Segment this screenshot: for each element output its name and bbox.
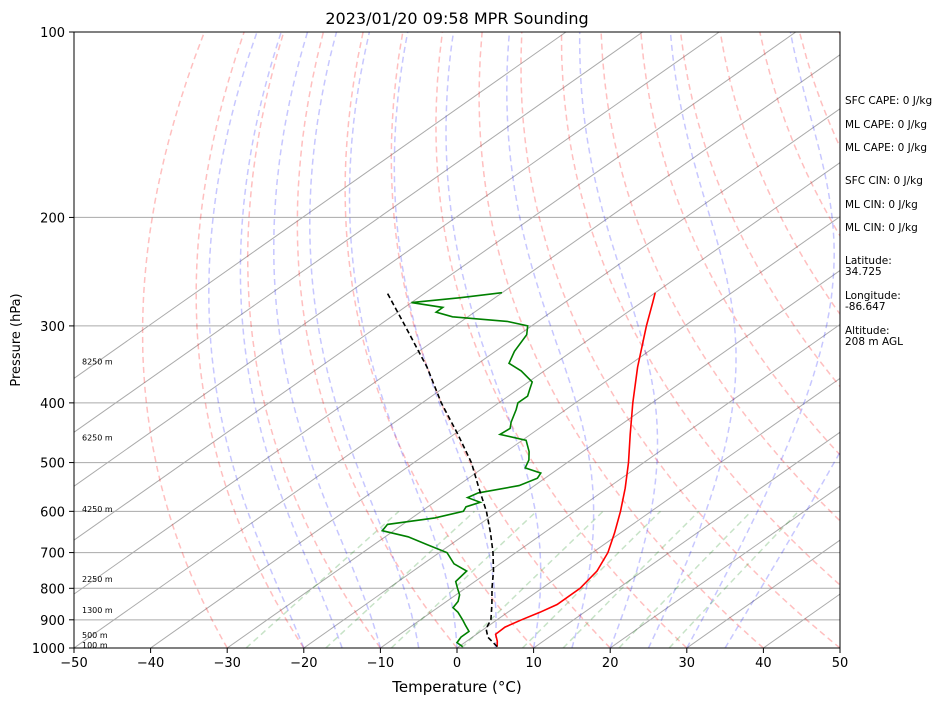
mixing-ratio-line	[245, 510, 400, 648]
moist-adiabat-line	[208, 32, 305, 648]
dry-adiabat-line	[195, 32, 305, 648]
isotherm-line	[380, 323, 840, 648]
side-text-line: ML CIN: 0 J/kg	[845, 199, 918, 211]
dry-adiabat-line	[600, 32, 840, 522]
moist-adiabat-line	[647, 32, 737, 648]
moist-adiabat-line	[578, 32, 659, 648]
y-tick-label: 300	[40, 320, 65, 335]
isotherm-line	[303, 269, 840, 648]
height-label: 500 m	[82, 631, 108, 640]
side-text-line: SFC CIN: 0 J/kg	[845, 175, 923, 187]
x-tick-label: −30	[213, 656, 240, 671]
dry-adiabat-line	[141, 32, 228, 648]
x-tick-label: 10	[525, 656, 542, 671]
height-label: 6250 m	[82, 433, 113, 442]
plot-frame	[73, 31, 841, 649]
axis-ticks: −50 −40 −30 −20 −10 0 10 20 30 40 50 1000 900 800 700 6…	[32, 26, 848, 671]
mixing-ratio-line	[390, 510, 538, 648]
moist-adiabat-line	[393, 32, 497, 648]
y-tick-label: 600	[40, 505, 65, 520]
x-axis-label: Temperature (°C)	[391, 678, 521, 696]
isotherm-line	[150, 162, 840, 648]
parcel-path	[386, 292, 498, 648]
dry-adiabat-line	[296, 32, 458, 648]
y-tick-label: 400	[40, 397, 65, 412]
x-tick-label: −40	[137, 656, 164, 671]
moist-adiabat-line	[348, 32, 458, 648]
dry-adiabat-line	[390, 32, 611, 648]
height-label: 100 m	[82, 641, 108, 650]
isotherm-line	[533, 431, 840, 648]
isotherm-line	[74, 32, 643, 433]
moist-adiabat-line	[309, 32, 420, 648]
height-label: 4250 m	[82, 505, 113, 514]
side-text-line: Latitude:	[845, 255, 892, 267]
dry-adiabat-line	[640, 32, 840, 457]
dry-adiabat-line	[435, 32, 688, 648]
y-tick-label: 500	[40, 457, 65, 472]
x-tick-label: 30	[679, 656, 696, 671]
side-text-line: ML CIN: 0 J/kg	[845, 222, 918, 234]
isotherm-line	[74, 32, 797, 541]
moist-adiabat-line	[445, 32, 542, 648]
dry-adiabat-line	[478, 32, 764, 648]
side-text-line: Altitude:	[845, 325, 890, 337]
height-label: 1300 m	[82, 606, 113, 615]
y-tick-label: 100	[40, 26, 65, 41]
parameter-panel: SFC CAPE: 0 J/kg ML CAPE: 0 J/kg ML CAPE: …	[845, 95, 932, 348]
height-label: 2250 m	[82, 575, 113, 584]
x-tick-label: 50	[832, 656, 849, 671]
side-text-line: ML CAPE: 0 J/kg	[845, 142, 927, 154]
mixing-ratio-line	[521, 510, 662, 648]
y-tick-label: 900	[40, 614, 65, 629]
mixing-ratio-line	[668, 510, 800, 648]
isotherm-line	[686, 539, 840, 648]
side-text-line: 34.725	[845, 266, 882, 278]
dewpoint-profile	[380, 291, 543, 648]
chart-title: 2023/01/20 09:58 MPR Sounding	[325, 9, 588, 28]
x-tick-label: 40	[755, 656, 772, 671]
moist-adiabat-line	[239, 32, 343, 648]
y-tick-label: 800	[40, 582, 65, 597]
x-tick-label: −50	[60, 656, 87, 671]
isotherm-line	[74, 54, 840, 595]
x-tick-label: −10	[367, 656, 394, 671]
side-text-line: 208 m AGL	[845, 336, 903, 348]
temperature-profile	[494, 292, 656, 647]
y-axis-label: Pressure (hPa)	[9, 293, 24, 386]
isotherm-line	[74, 108, 840, 648]
isotherm-line	[226, 215, 840, 648]
mixing-ratio-line	[562, 510, 700, 648]
isotherm-line	[74, 32, 720, 487]
height-label: 8250 m	[82, 358, 113, 367]
mixing-ratio-line	[325, 510, 476, 648]
dry-adiabat-line	[246, 32, 382, 648]
x-tick-label: 20	[602, 656, 619, 671]
mixing-ratio-line	[461, 510, 604, 648]
side-text-line: ML CAPE: 0 J/kg	[845, 119, 927, 131]
side-text-line: -86.647	[845, 301, 886, 313]
mixing-ratio-line	[618, 510, 752, 648]
side-text-line: SFC CAPE: 0 J/kg	[845, 95, 932, 107]
isotherm-line	[609, 485, 840, 648]
dry-adiabat-line	[520, 32, 840, 648]
moist-adiabat-line	[724, 450, 840, 648]
sounding-traces	[380, 291, 656, 648]
y-tick-label: 200	[40, 211, 65, 226]
side-text-line: Longitude:	[845, 290, 901, 302]
moist-adiabat-line	[273, 32, 382, 648]
x-tick-label: −20	[290, 656, 317, 671]
moist-adiabat-line	[686, 32, 835, 648]
isotherm-line	[74, 32, 567, 379]
moist-adiabat-line	[506, 32, 595, 648]
y-tick-label: 1000	[32, 642, 65, 657]
isotherm-line	[456, 377, 840, 648]
background-lines	[74, 32, 840, 648]
x-tick-label: 0	[453, 656, 461, 671]
y-tick-label: 700	[40, 547, 65, 562]
